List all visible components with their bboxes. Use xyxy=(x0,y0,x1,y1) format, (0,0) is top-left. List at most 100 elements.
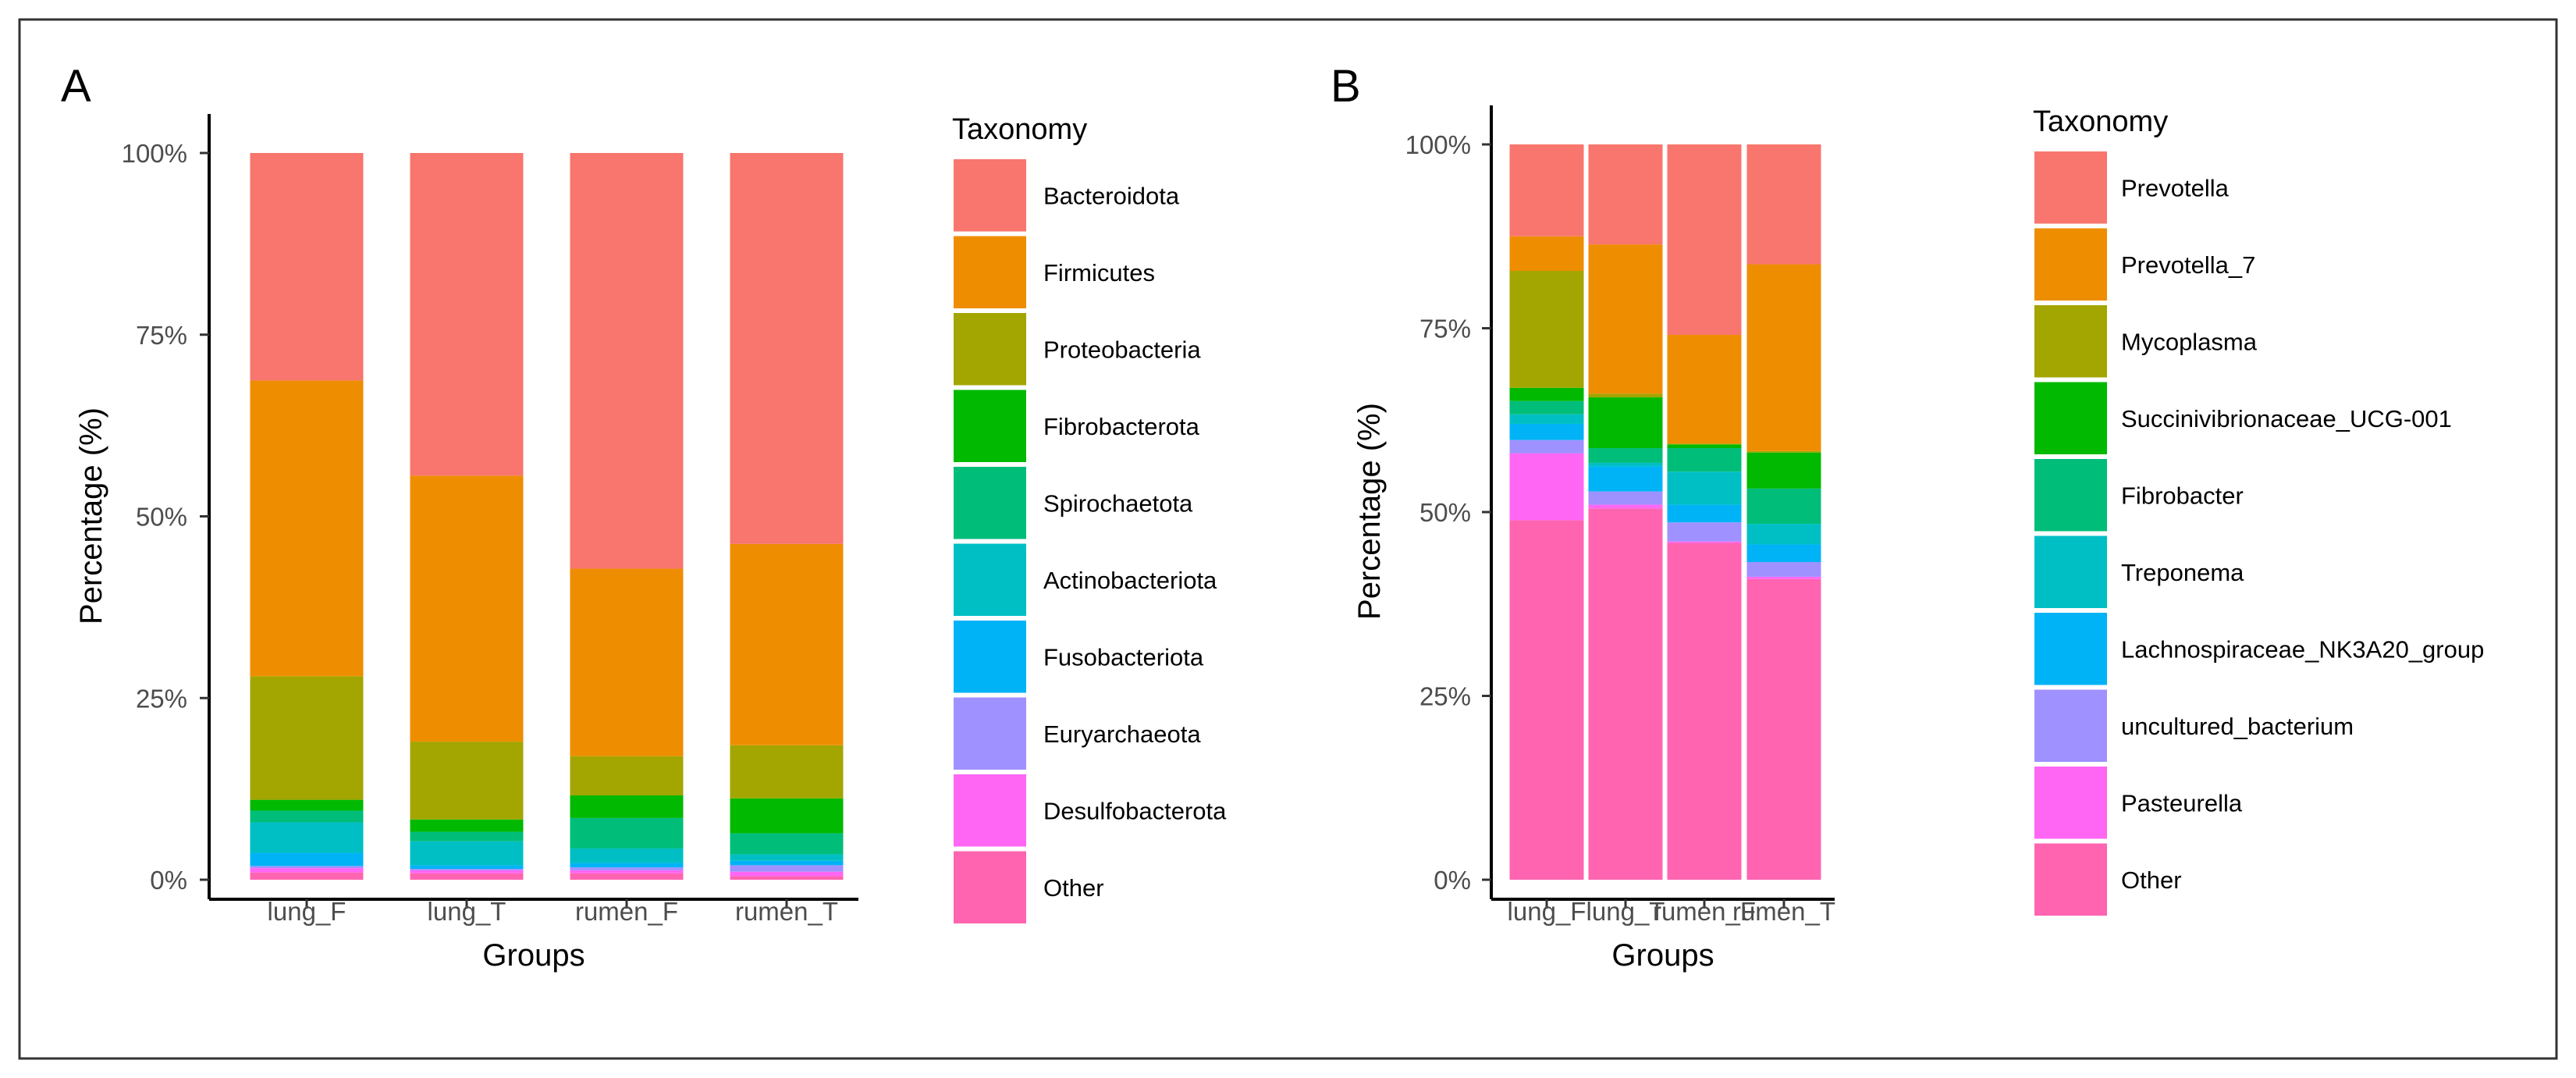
legend-key-b-fibrobacter xyxy=(2034,459,2107,532)
y-tick-label-b-1: 25% xyxy=(1419,682,1471,711)
bar-segment-b-rumen-t-other xyxy=(1746,578,1821,880)
bar-segment-b-rumen-t-prevotella xyxy=(1746,144,1821,265)
bar-segment-b-lung-f-lachnospiraceae-nk3a20-group xyxy=(1509,423,1584,440)
bar-segment-a-rumen-f-bacteroidota xyxy=(570,153,684,569)
bar-segment-b-rumen-f-fibrobacter xyxy=(1667,448,1742,472)
legend-title-b: Taxonomy xyxy=(2033,105,2168,138)
bar-segment-a-rumen-t-firmicutes xyxy=(730,543,844,745)
bar-segment-a-lung-f-bacteroidota xyxy=(250,153,364,381)
bar-segment-a-lung-f-proteobacteria xyxy=(250,676,364,800)
bar-segment-b-lung-f-prevotella xyxy=(1509,144,1584,237)
bar-segment-a-rumen-t-other xyxy=(730,876,844,880)
legend-key-b-pasteurella xyxy=(2034,767,2107,839)
bar-segment-b-lung-t-prevotella xyxy=(1588,144,1663,245)
bar-segment-a-rumen-t-desulfobacterota xyxy=(730,871,844,877)
x-tick-label-a-rumen-t: rumen_T xyxy=(735,897,838,926)
bar-segment-b-lung-f-treponema xyxy=(1509,414,1584,424)
bar-segment-a-rumen-f-actinobacteriota xyxy=(570,848,684,863)
bar-segment-a-lung-t-firmicutes xyxy=(410,475,524,742)
bar-segment-b-rumen-t-succinivibrionaceae-ucg-001 xyxy=(1746,452,1821,489)
bar-segment-a-rumen-f-euryarchaeota xyxy=(570,867,684,870)
bar-segment-a-lung-t-fibrobacterota xyxy=(410,819,524,832)
legend-key-a-euryarchaeota xyxy=(954,697,1026,770)
bar-segment-b-rumen-f-treponema xyxy=(1667,471,1742,505)
bar-segment-b-rumen-t-lachnospiraceae-nk3a20-group xyxy=(1746,544,1821,563)
legend-label-a-firmicutes: Firmicutes xyxy=(1043,259,1155,286)
y-tick-label-a-3: 75% xyxy=(136,321,187,350)
legend-key-b-succinivibrionaceae-ucg-001 xyxy=(2034,382,2107,454)
bar-segment-b-lung-t-lachnospiraceae-nk3a20-group xyxy=(1588,466,1663,492)
bar-segment-b-rumen-t-fibrobacter xyxy=(1746,488,1821,525)
bar-segment-b-rumen-t-treponema xyxy=(1746,524,1821,545)
bar-segment-a-rumen-f-spirochaetota xyxy=(570,817,684,849)
legend-key-b-lachnospiraceae-nk3a20-group xyxy=(2034,613,2107,685)
bar-segment-b-lung-t-uncultured-bacterium xyxy=(1588,491,1663,505)
bar-segment-a-lung-t-other xyxy=(410,873,524,880)
legend-title-a: Taxonomy xyxy=(952,113,1087,146)
y-tick-label-b-4: 100% xyxy=(1405,130,1471,159)
x-tick-label-a-lung-f: lung_F xyxy=(268,897,346,926)
y-axis-title-a: Percentage (%) xyxy=(74,407,108,624)
x-tick-label-b-lung-t: lung_T xyxy=(1586,897,1665,926)
bar-segment-b-rumen-t-pasteurella xyxy=(1746,576,1821,579)
bar-segment-b-rumen-t-uncultured-bacterium xyxy=(1746,562,1821,577)
bar-segment-a-rumen-t-bacteroidota xyxy=(730,153,844,544)
bar-segment-b-lung-t-mycoplasma xyxy=(1588,393,1663,398)
bar-segment-a-lung-t-fusobacteriota xyxy=(410,865,524,870)
bar-segment-b-rumen-f-prevotella-7 xyxy=(1667,334,1742,444)
bar-segment-a-lung-f-firmicutes xyxy=(250,380,364,677)
legend-label-b-treponema: Treponema xyxy=(2121,559,2244,586)
bar-segment-a-rumen-f-proteobacteria xyxy=(570,756,684,796)
legend-label-b-other: Other xyxy=(2121,866,2182,894)
panel-letter-b: B xyxy=(1331,61,1361,112)
legend-label-b-pasteurella: Pasteurella xyxy=(2121,789,2243,817)
bar-segment-b-lung-t-other xyxy=(1588,508,1663,880)
bar-segment-a-rumen-t-spirochaetota xyxy=(730,833,844,855)
x-tick-label-b-rumen-t: rumen_T xyxy=(1732,897,1835,926)
bar-segment-a-lung-t-proteobacteria xyxy=(410,742,524,820)
bar-segment-b-lung-f-other xyxy=(1509,520,1584,880)
legend-key-a-fibrobacterota xyxy=(954,390,1026,462)
bar-segment-a-rumen-f-other xyxy=(570,873,684,880)
bar-segment-b-rumen-f-lachnospiraceae-nk3a20-group xyxy=(1667,504,1742,523)
legend-label-b-lachnospiraceae-nk3a20-group: Lachnospiraceae_NK3A20_group xyxy=(2121,635,2484,663)
legend-label-a-proteobacteria: Proteobacteria xyxy=(1043,336,1201,363)
bar-segment-b-lung-t-fibrobacter xyxy=(1588,448,1663,463)
panel-letter-a: A xyxy=(61,61,91,112)
legend-label-b-uncultured-bacterium: uncultured_bacterium xyxy=(2121,713,2354,740)
bar-segment-b-lung-f-succinivibrionaceae-ucg-001 xyxy=(1509,387,1584,401)
x-tick-label-b-lung-f: lung_F xyxy=(1508,897,1586,926)
legend-key-b-treponema xyxy=(2034,535,2107,608)
legend-key-b-other xyxy=(2034,843,2107,916)
bar-segment-a-rumen-t-euryarchaeota xyxy=(730,865,844,872)
x-axis-title-a: Groups xyxy=(482,938,584,973)
legend-label-a-bacteroidota: Bacteroidota xyxy=(1043,182,1180,209)
legend-key-b-prevotella-7 xyxy=(2034,228,2107,301)
x-axis-title-b: Groups xyxy=(1611,938,1714,973)
legend-key-b-uncultured-bacterium xyxy=(2034,689,2107,762)
bar-segment-a-rumen-f-firmicutes xyxy=(570,568,684,756)
bar-segment-b-rumen-f-pasteurella xyxy=(1667,541,1742,543)
x-tick-label-b-rumen-f: rumen_F xyxy=(1653,897,1756,926)
bar-segment-b-lung-t-succinivibrionaceae-ucg-001 xyxy=(1588,397,1663,449)
legend-label-a-desulfobacterota: Desulfobacterota xyxy=(1043,797,1227,824)
bar-segment-a-rumen-t-fibrobacterota xyxy=(730,798,844,834)
legend-label-b-prevotella-7: Prevotella_7 xyxy=(2121,251,2255,279)
bar-segment-b-rumen-f-uncultured-bacterium xyxy=(1667,522,1742,542)
legend-key-a-proteobacteria xyxy=(954,313,1026,386)
legend-label-a-spirochaetota: Spirochaetota xyxy=(1043,489,1193,517)
bar-segment-b-lung-f-fibrobacter xyxy=(1509,400,1584,414)
bar-segment-a-rumen-t-actinobacteriota xyxy=(730,854,844,861)
bar-segment-b-lung-t-treponema xyxy=(1588,462,1663,467)
legend-label-b-fibrobacter: Fibrobacter xyxy=(2121,482,2244,509)
x-tick-label-a-rumen-f: rumen_F xyxy=(575,897,678,926)
bar-segment-b-rumen-f-mycoplasma xyxy=(1667,443,1742,445)
bar-segment-a-rumen-f-fibrobacterota xyxy=(570,795,684,818)
bar-segment-b-rumen-f-prevotella xyxy=(1667,144,1742,335)
legend-label-b-mycoplasma: Mycoplasma xyxy=(2121,328,2258,355)
legend-label-b-prevotella: Prevotella xyxy=(2121,174,2230,201)
legend-key-a-other xyxy=(954,851,1026,923)
y-tick-label-a-1: 25% xyxy=(136,684,187,713)
bar-segment-a-lung-f-spirochaetota xyxy=(250,810,364,823)
y-tick-label-a-4: 100% xyxy=(122,139,187,168)
